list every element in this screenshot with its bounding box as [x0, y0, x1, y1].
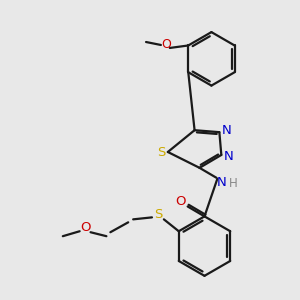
Text: O: O — [161, 38, 171, 52]
Text: O: O — [80, 221, 91, 234]
Text: N: N — [217, 176, 226, 189]
Text: S: S — [157, 146, 165, 160]
Text: O: O — [176, 195, 186, 208]
Text: H: H — [229, 177, 238, 190]
Text: S: S — [154, 208, 162, 221]
Text: N: N — [224, 150, 233, 164]
Text: N: N — [221, 124, 231, 137]
